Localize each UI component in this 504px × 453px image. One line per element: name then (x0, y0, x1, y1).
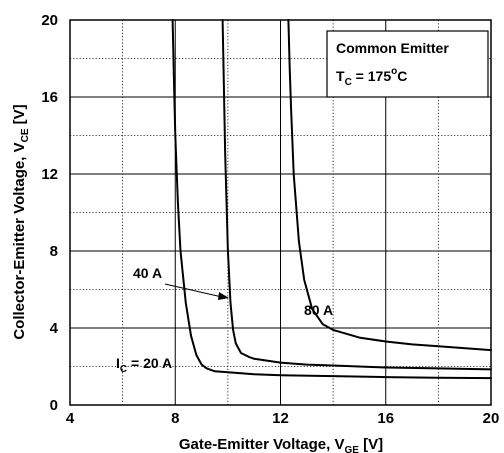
series-label-20a: IC = 20 A (116, 355, 172, 375)
y-tick-label: 0 (50, 397, 58, 414)
x-tick-label: 12 (272, 410, 289, 427)
y-tick-label: 8 (50, 243, 58, 260)
y-axis-title: Collector-Emitter Voltage, VCE [V] (11, 104, 31, 339)
arrow-head (218, 292, 229, 300)
series-line-40a (221, 19, 492, 371)
x-axis-title: Gate-Emitter Voltage, VGE [V] (179, 436, 383, 453)
plot-border (69, 19, 492, 406)
condition-line-1: Common Emitter (336, 40, 449, 56)
y-tick-label: 20 (41, 12, 58, 29)
y-tick-label: 12 (41, 166, 58, 183)
condition-box: Common Emitter TC = 175oC (326, 30, 489, 98)
series-line-20a (171, 19, 492, 380)
plot-frame (69, 19, 492, 406)
x-tick-label: 20 (483, 410, 500, 427)
series-line-80a (287, 19, 492, 352)
series-label-40a: 40 A (133, 265, 162, 281)
series-label-40a-arrow (164, 283, 223, 298)
series-group (171, 19, 492, 380)
condition-line-2: TC = 175oC (336, 66, 407, 88)
y-tick-label: 4 (50, 320, 59, 337)
x-tick-label: 8 (171, 410, 179, 427)
y-tick-label: 16 (41, 89, 58, 106)
x-tick-label: 16 (377, 410, 394, 427)
x-tick-label: 4 (66, 410, 75, 427)
series-label-80a: 80 A (304, 302, 333, 318)
